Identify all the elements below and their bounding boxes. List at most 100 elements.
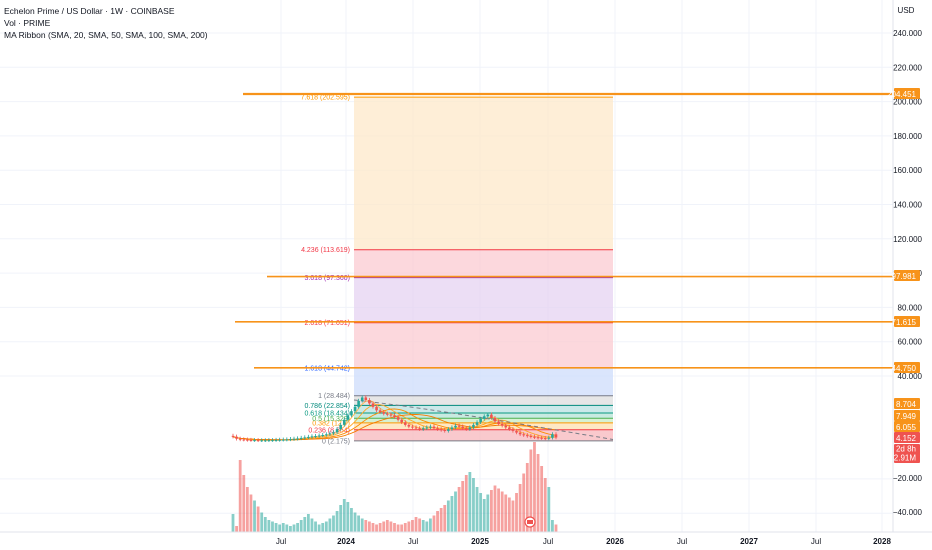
candle-body	[443, 430, 447, 432]
candle-body	[256, 440, 260, 442]
candle-body	[543, 438, 547, 440]
volume-bar	[468, 472, 472, 532]
candle-body	[335, 429, 339, 433]
volume-bar	[253, 500, 256, 532]
candle-body	[246, 439, 249, 441]
time-tick-label: Jul	[276, 537, 286, 546]
fib-zone	[354, 367, 613, 396]
ma-dashed-line	[353, 399, 614, 440]
candle-body	[554, 434, 558, 438]
volume-bar	[357, 515, 361, 532]
price-tick-label: −20.000	[893, 474, 923, 483]
candle-body	[289, 439, 292, 441]
volume-bar	[314, 521, 317, 532]
candle-body	[515, 430, 518, 433]
candle-body	[393, 415, 396, 418]
volume-bar	[245, 487, 249, 532]
price-tick-label: 240.000	[893, 29, 922, 38]
candle-body	[382, 412, 386, 414]
candle-body	[533, 436, 536, 438]
candle-body	[389, 414, 393, 416]
price-tag-label: 204.451	[887, 90, 916, 99]
volume-bar	[507, 497, 511, 532]
candle-body	[328, 433, 332, 435]
price-tag	[894, 410, 920, 421]
volume-bar	[385, 520, 389, 532]
volume-bar	[439, 508, 443, 532]
price-tick-label: 120.000	[893, 235, 922, 244]
candle-body	[260, 440, 264, 442]
volume-bar	[367, 521, 371, 532]
fib-zone	[354, 405, 613, 413]
volume-bar	[274, 523, 278, 532]
volume-bar	[238, 460, 242, 532]
candle-body	[429, 426, 432, 428]
candle-body	[407, 424, 411, 427]
candle-body	[432, 426, 436, 429]
volume-bar	[486, 494, 490, 532]
time-tick-label: 2024	[337, 537, 355, 546]
volume-bar	[403, 523, 407, 532]
volume-bar	[518, 484, 522, 532]
candle-body	[342, 419, 346, 425]
event-flag-icon-inner	[527, 520, 533, 524]
candle-body	[411, 426, 414, 428]
price-tick-label: 160.000	[893, 166, 922, 175]
candle-body	[504, 425, 508, 428]
volume-bar	[346, 502, 350, 532]
candle-body	[296, 438, 299, 440]
ma-ribbon-indicator[interactable]: MA Ribbon (SMA, 20, SMA, 50, SMA, 100, S…	[4, 30, 208, 40]
time-tick-label: 2028	[873, 537, 891, 546]
fib-label: 0.5 (15.329)	[312, 416, 350, 423]
volume-bar	[464, 475, 468, 532]
candle-body	[378, 410, 382, 413]
volume-bar	[479, 493, 483, 532]
countdown-tag	[894, 444, 920, 454]
candle-body	[278, 439, 281, 441]
fib-zone	[354, 277, 613, 323]
candle-body	[490, 414, 493, 419]
price-tick-label: −40.000	[893, 508, 923, 517]
candle-body	[375, 406, 378, 411]
volume-bar	[490, 490, 493, 532]
candle-body	[400, 419, 403, 423]
volume-indicator[interactable]: Vol · PRIME	[4, 18, 51, 28]
candle-body	[281, 439, 285, 441]
price-tick-label: 180.000	[893, 132, 922, 141]
candle-body	[447, 429, 450, 431]
time-tick-label: 2025	[471, 537, 489, 546]
time-tick-label: Jul	[408, 537, 418, 546]
volume-bar	[249, 494, 253, 532]
volume-bar	[525, 463, 529, 532]
volume-bar	[303, 517, 307, 532]
candle-body	[418, 428, 421, 430]
candle-body	[360, 397, 364, 401]
volume-bar	[454, 491, 457, 532]
price-tag	[894, 421, 920, 432]
volume-bar	[457, 487, 461, 532]
price-tag-label: 6.055	[896, 423, 917, 432]
candle-body	[464, 428, 468, 430]
symbol-title[interactable]: Echelon Prime / US Dollar · 1W · COINBAS…	[4, 6, 175, 16]
volume-bar	[382, 521, 386, 532]
candle-body	[242, 439, 246, 441]
price-tick-label: 60.000	[898, 338, 923, 347]
volume-bar	[260, 512, 264, 532]
candle-body	[238, 438, 242, 440]
volume-bar	[306, 514, 310, 532]
volume-bar	[371, 523, 375, 532]
candle-body	[292, 438, 296, 440]
candle-body	[285, 439, 289, 441]
fib-zone	[354, 429, 613, 441]
candle-body	[350, 411, 353, 416]
fib-label: 0.382 (12.7)	[312, 420, 350, 427]
fib-zone	[354, 418, 613, 423]
volume-bar	[504, 494, 508, 532]
candle-body	[396, 417, 400, 420]
volume-bar	[353, 512, 357, 532]
candle-body	[332, 432, 335, 434]
volume-bar	[450, 496, 454, 532]
candle-body	[450, 427, 454, 430]
chart-legend: Echelon Prime / US Dollar · 1W · COINBAS…	[4, 5, 208, 41]
